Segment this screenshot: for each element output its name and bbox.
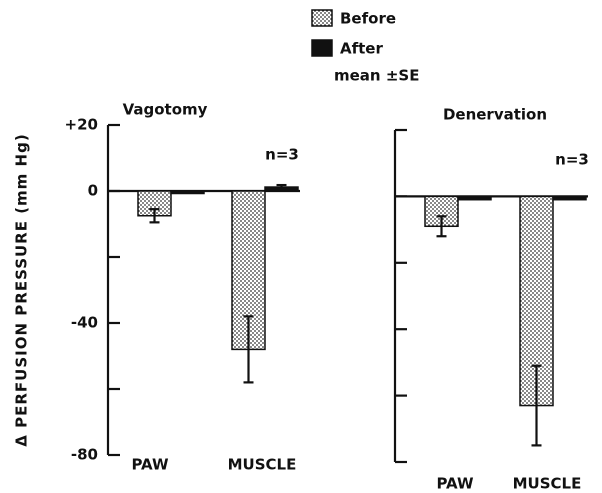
x-tick-label: MUSCLE [513,475,582,493]
x-tick-label: PAW [436,475,474,493]
error-bar [276,183,287,191]
bar [170,190,205,195]
bar [552,195,587,201]
annotation: n=3 [555,151,589,169]
y-axis-label: Δ PERFUSION PRESSURE (mm Hg) [13,133,31,446]
panel-title: Vagotomy [123,101,208,119]
y-tick-label: 0 [88,182,98,200]
x-tick-label: PAW [131,456,169,474]
panel-title: Denervation [443,106,547,124]
legend-label: Before [340,10,396,28]
legend-swatch [311,39,333,57]
legend-label: After [340,40,383,58]
error-bar [243,315,254,384]
y-tick-label: -40 [71,314,98,332]
bar [457,195,492,201]
legend-note: mean ±SE [334,67,419,85]
x-tick-label: MUSCLE [228,456,297,474]
annotation: n=3 [265,146,299,164]
error-bar [149,208,160,224]
legend-swatch [311,9,333,27]
error-bar [436,215,447,238]
y-tick-label: +20 [65,116,98,134]
error-bar [531,364,542,447]
y-tick-label: -80 [71,446,98,464]
